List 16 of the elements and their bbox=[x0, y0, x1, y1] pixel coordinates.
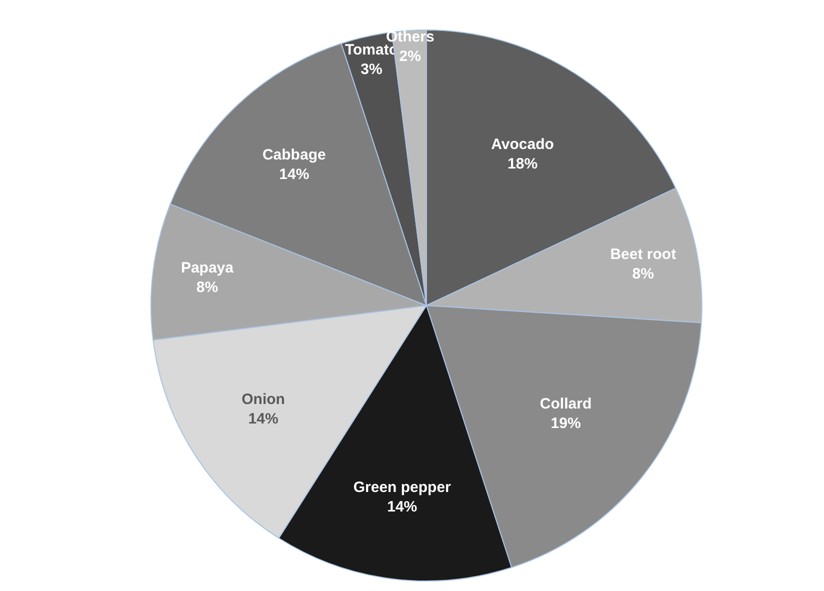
data-label: 18% bbox=[508, 155, 538, 172]
slice-label: Onion bbox=[242, 390, 285, 408]
slice-label: Papaya bbox=[180, 260, 234, 277]
data-label: 19% bbox=[550, 414, 581, 432]
slice-label: Collard bbox=[540, 395, 592, 412]
data-label: 2% bbox=[399, 48, 421, 66]
slice-label: Beet root bbox=[610, 246, 676, 263]
slice-label: Avocado bbox=[491, 136, 554, 153]
data-label: 14% bbox=[279, 166, 310, 183]
data-label: 14% bbox=[387, 498, 418, 516]
data-label: 8% bbox=[196, 279, 218, 296]
data-label: 14% bbox=[248, 410, 278, 428]
slice-label: Cabbage bbox=[262, 146, 326, 164]
slice-label: Green pepper bbox=[353, 478, 452, 496]
data-label: 3% bbox=[360, 61, 382, 78]
data-label: 8% bbox=[632, 265, 654, 282]
